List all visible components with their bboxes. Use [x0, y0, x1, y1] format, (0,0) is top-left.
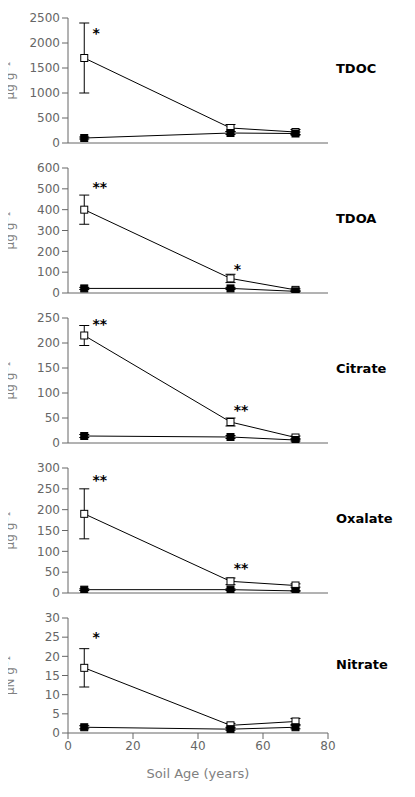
svg-text:40: 40 — [190, 739, 205, 753]
svg-text:500: 500 — [37, 111, 60, 125]
svg-text:0: 0 — [52, 136, 60, 150]
svg-text:20: 20 — [45, 650, 60, 664]
svg-text:μg g⁻¹: μg g⁻¹ — [8, 211, 17, 249]
svg-text:100: 100 — [37, 386, 60, 400]
svg-text:250: 250 — [37, 482, 60, 496]
svg-text:0: 0 — [52, 726, 60, 740]
svg-text:30: 30 — [45, 611, 60, 625]
html-text:Nitrate: Nitrate — [336, 656, 388, 672]
svg-text:μg g⁻¹: μg g⁻¹ — [8, 61, 17, 99]
svg-text:300: 300 — [37, 224, 60, 238]
svg-text:200: 200 — [37, 503, 60, 517]
html-text:TDOC: TDOC — [336, 60, 377, 76]
svg-text:**: ** — [234, 560, 249, 576]
svg-text:μN g⁻¹: μN g⁻¹ — [8, 656, 17, 695]
svg-text:80: 80 — [320, 739, 335, 753]
svg-text:20: 20 — [125, 739, 140, 753]
svg-text:0: 0 — [52, 586, 60, 600]
svg-text:400: 400 — [37, 203, 60, 217]
svg-text:Soil Age (years): Soil Age (years) — [147, 766, 250, 781]
svg-text:10: 10 — [45, 688, 60, 702]
svg-text:**: ** — [234, 402, 249, 418]
svg-text:15: 15 — [45, 669, 60, 683]
svg-text:1500: 1500 — [29, 61, 60, 75]
svg-text:100: 100 — [37, 545, 60, 559]
html-text:TDOA: TDOA — [336, 210, 377, 226]
svg-text:2000: 2000 — [29, 36, 60, 50]
svg-text:0: 0 — [64, 739, 72, 753]
svg-text:50: 50 — [45, 411, 60, 425]
svg-text:**: ** — [92, 316, 107, 332]
svg-text:200: 200 — [37, 336, 60, 350]
svg-text:250: 250 — [37, 311, 60, 325]
svg-text:100: 100 — [37, 265, 60, 279]
svg-text:300: 300 — [37, 461, 60, 475]
svg-text:600: 600 — [37, 161, 60, 175]
svg-text:1000: 1000 — [29, 86, 60, 100]
svg-text:*: * — [92, 629, 100, 645]
svg-text:150: 150 — [37, 524, 60, 538]
svg-text:25: 25 — [45, 630, 60, 644]
svg-text:150: 150 — [37, 361, 60, 375]
html-text:Citrate: Citrate — [336, 360, 387, 376]
svg-text:200: 200 — [37, 245, 60, 259]
svg-text:μg g⁻¹: μg g⁻¹ — [8, 361, 17, 399]
html-text:Oxalate: Oxalate — [336, 510, 393, 526]
svg-text:500: 500 — [37, 182, 60, 196]
svg-text:50: 50 — [45, 565, 60, 579]
svg-text:0: 0 — [52, 286, 60, 300]
svg-text:**: ** — [92, 472, 107, 488]
svg-text:*: * — [92, 25, 100, 41]
svg-text:5: 5 — [52, 707, 60, 721]
svg-text:60: 60 — [255, 739, 270, 753]
svg-text:μg g⁻¹: μg g⁻¹ — [8, 511, 17, 549]
svg-text:**: ** — [92, 179, 107, 195]
svg-text:*: * — [234, 261, 242, 277]
svg-text:0: 0 — [52, 436, 60, 450]
svg-text:2500: 2500 — [29, 11, 60, 25]
